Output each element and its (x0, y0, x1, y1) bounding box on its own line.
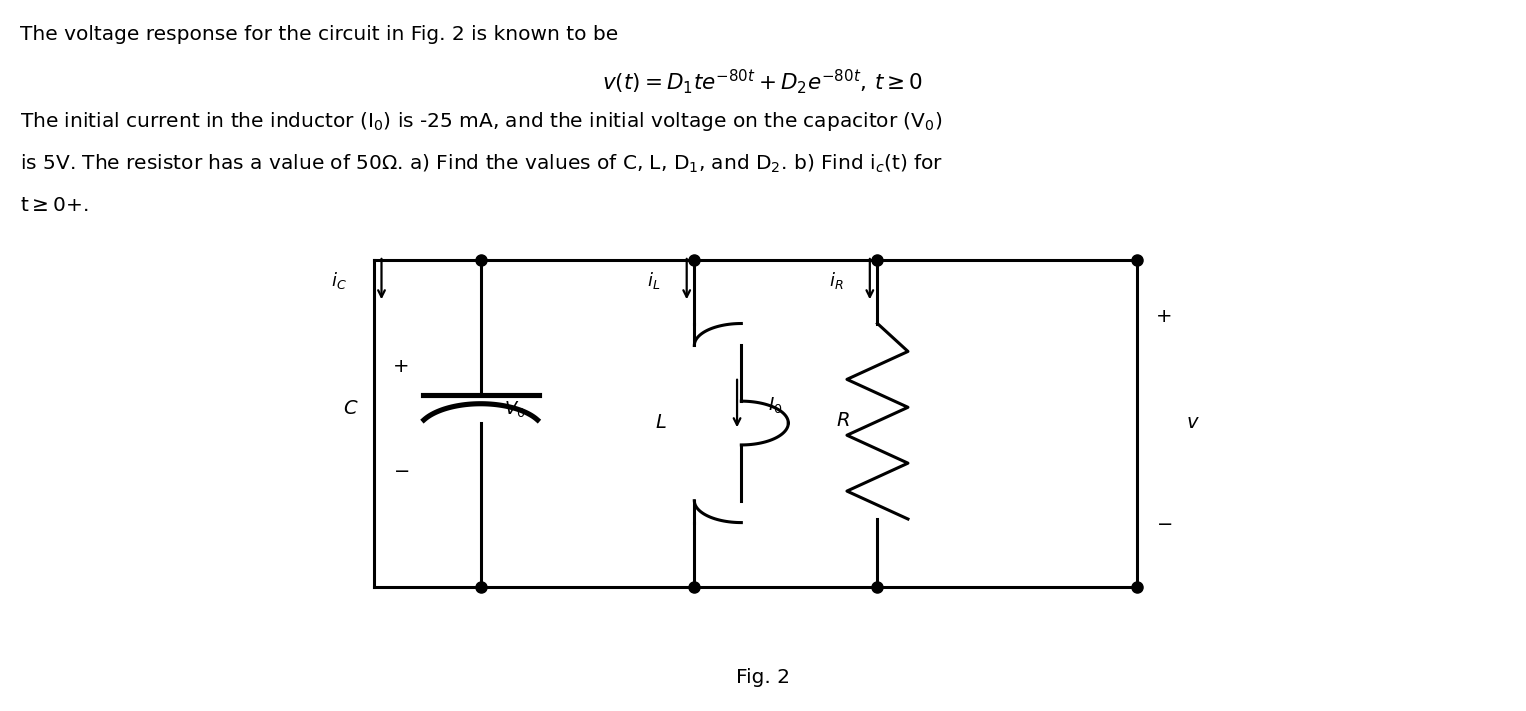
Text: $L$: $L$ (655, 414, 667, 432)
Text: is 5V. The resistor has a value of 50$\Omega$. a) Find the values of C, L, D$_1$: is 5V. The resistor has a value of 50$\O… (20, 153, 943, 175)
Text: $i_C$: $i_C$ (331, 270, 346, 292)
Text: $C$: $C$ (343, 400, 359, 418)
Text: Fig. 2: Fig. 2 (736, 668, 790, 688)
Text: $I_0$: $I_0$ (768, 395, 783, 415)
Text: $-$: $-$ (1157, 513, 1172, 532)
Text: $i_R$: $i_R$ (829, 270, 844, 292)
Text: The initial current in the inductor (I$_0$) is -25 mA, and the initial voltage o: The initial current in the inductor (I$_… (20, 110, 942, 133)
Text: +: + (394, 357, 409, 375)
Text: $R$: $R$ (836, 412, 850, 430)
Text: $V_0$: $V_0$ (504, 399, 525, 419)
Text: t$\geq$0+.: t$\geq$0+. (20, 196, 89, 215)
Text: $-$: $-$ (394, 460, 409, 479)
Text: +: + (1157, 307, 1172, 326)
Text: $v(t) = D_1te^{-80t} + D_2e^{-80t},\,t \geq 0$: $v(t) = D_1te^{-80t} + D_2e^{-80t},\,t \… (603, 68, 923, 97)
Text: $v$: $v$ (1186, 414, 1199, 432)
Text: The voltage response for the circuit in Fig. 2 is known to be: The voltage response for the circuit in … (20, 25, 618, 44)
Text: $i_L$: $i_L$ (647, 270, 661, 292)
